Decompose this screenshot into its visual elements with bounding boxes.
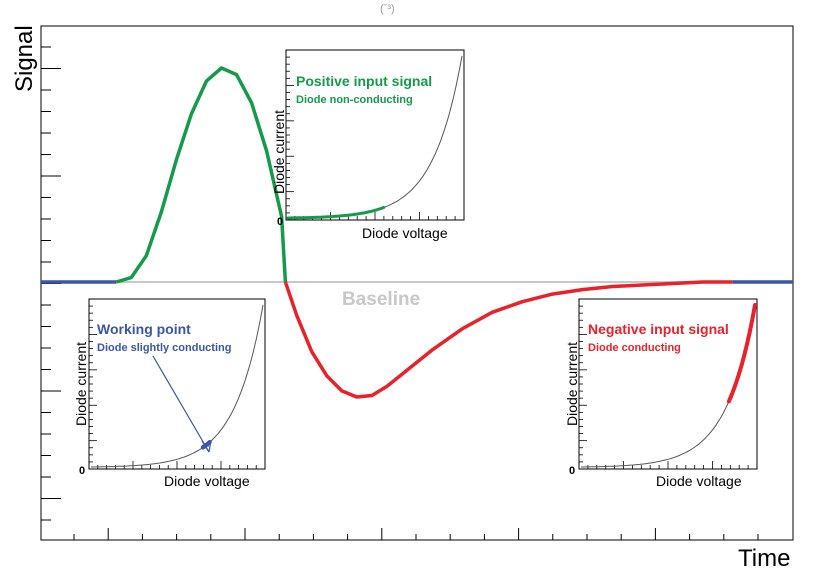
top-title-fragment: (ˉ³) bbox=[380, 3, 395, 15]
inset-positive-title: Positive input signal bbox=[296, 73, 432, 89]
inset-working-title: Working point bbox=[97, 321, 191, 337]
inset-negative-zero-label: 0 bbox=[569, 465, 575, 477]
main-signal-series bbox=[41, 66, 793, 399]
inset-negative-highlight bbox=[726, 303, 757, 404]
working-point-arrow-line bbox=[152, 355, 210, 453]
inset-positive-highlight bbox=[286, 206, 386, 220]
inset-negative: 0 Diode current Diode voltage Negative i… bbox=[564, 298, 758, 489]
inset-positive-zero-label: 0 bbox=[277, 216, 283, 228]
inset-negative-xlabel: Diode voltage bbox=[656, 473, 742, 489]
inset-working-subtitle: Diode slightly conducting bbox=[97, 342, 231, 354]
signal-series-2 bbox=[283, 280, 733, 399]
inset-positive-xlabel: Diode voltage bbox=[362, 225, 448, 241]
inset-positive-ticks bbox=[286, 56, 456, 220]
inset-working-ylabel: Diode current bbox=[73, 342, 89, 426]
baseline-label: Baseline bbox=[342, 289, 420, 310]
inset-negative-frame bbox=[578, 298, 758, 470]
inset-negative-ylabel: Diode current bbox=[564, 342, 580, 426]
inset-negative-ticks bbox=[579, 305, 749, 469]
inset-positive-ylabel: Diode current bbox=[271, 110, 287, 194]
inset-working-highlight bbox=[200, 440, 212, 450]
x-axis-title: Time bbox=[738, 545, 790, 572]
inset-working-point: 0 Diode current Diode voltage Working po… bbox=[73, 298, 266, 489]
inset-working-ticks bbox=[89, 305, 257, 469]
inset-negative-subtitle: Diode conducting bbox=[588, 342, 681, 354]
inset-working-xlabel: Diode voltage bbox=[164, 473, 250, 489]
inset-positive-frame bbox=[285, 49, 465, 221]
inset-positive-subtitle: Diode non-conducting bbox=[296, 94, 413, 106]
inset-negative-iv-curve bbox=[581, 304, 756, 468]
signal-series-1 bbox=[115, 66, 288, 284]
inset-positive: 0 Diode current Diode voltage Positive i… bbox=[271, 49, 465, 241]
y-axis-title: Signal bbox=[11, 25, 38, 92]
main-axis-ticks bbox=[41, 46, 759, 540]
inset-working-zero-label: 0 bbox=[79, 465, 85, 477]
inset-working-iv-curve bbox=[91, 304, 264, 468]
working-point-arrow-head-icon bbox=[201, 439, 212, 453]
inset-negative-title: Negative input signal bbox=[588, 321, 729, 337]
